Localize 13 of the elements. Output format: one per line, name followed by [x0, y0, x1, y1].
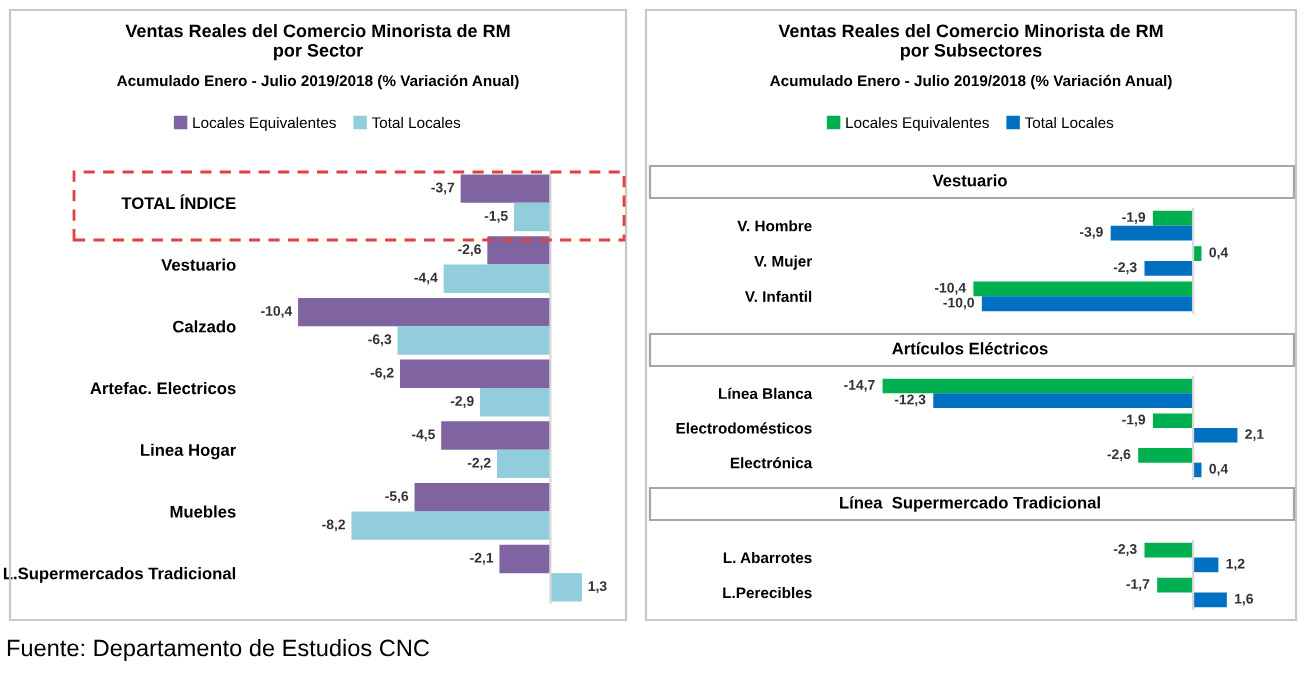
y-tick-label: Vestuario	[161, 258, 236, 271]
text: Línea Supermercado Tradicional	[840, 496, 1100, 512]
chart-title: Ventas Reales del Comercio Minorista de RM por Sector	[125, 24, 510, 61]
y-tick-label: Muebles	[170, 505, 236, 518]
y-tick-label: Linea Hogar	[141, 443, 236, 460]
chart-title: Ventas Reales del Comercio Minorista de RM por Subsectores	[778, 24, 1163, 61]
y-tick-label: Calzado	[173, 320, 236, 333]
y-tick-label: Artefac. Electricos	[90, 381, 236, 395]
text: Vestuario	[932, 174, 1007, 187]
source-note: Fuente: Departamento de Estudios CNC	[7, 638, 430, 661]
text: Artículos Eléctricos	[892, 342, 1048, 355]
y-tick-label: L.Supermercados Tradicional	[3, 567, 236, 583]
y-tick-label: TOTAL ÍNDICE	[121, 194, 236, 210]
